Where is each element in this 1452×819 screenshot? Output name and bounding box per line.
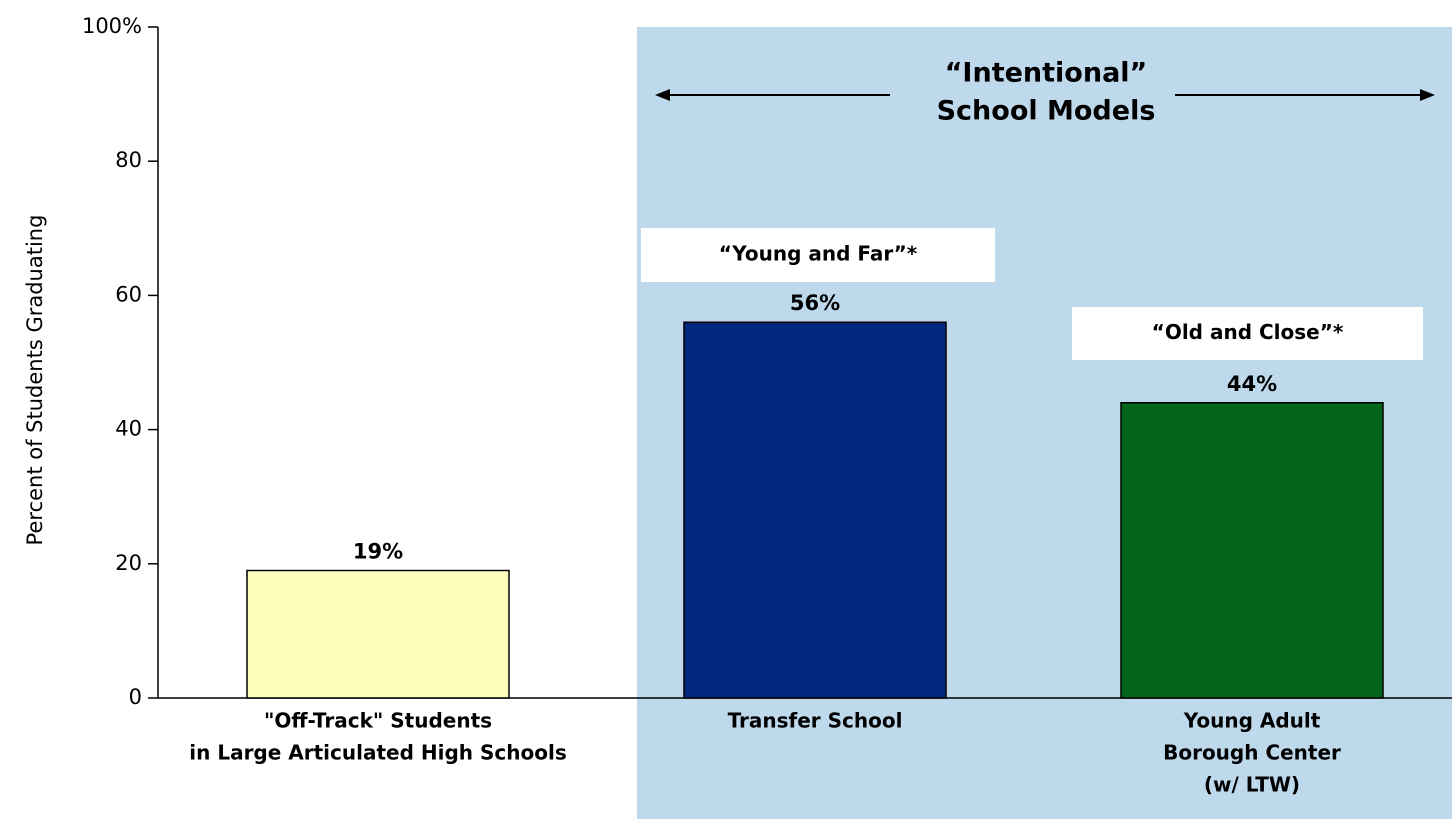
- value-label: 19%: [353, 540, 403, 564]
- x-tick-label: (w/ LTW): [1204, 773, 1300, 797]
- value-label: 44%: [1227, 372, 1277, 396]
- bar-note: “Old and Close”*: [1152, 320, 1344, 344]
- y-tick-label: 20: [115, 551, 142, 575]
- bar-note: “Young and Far”*: [719, 242, 918, 266]
- y-tick-label: 60: [115, 282, 142, 306]
- bar: [683, 321, 947, 699]
- y-tick-label: 40: [115, 417, 142, 441]
- x-tick-label: "Off-Track" Students: [264, 709, 492, 733]
- group-label: “Intentional”: [945, 58, 1148, 89]
- y-tick-label: 80: [115, 148, 142, 172]
- y-tick-label: 100%: [82, 14, 142, 38]
- x-tick-label: Young Adult: [1183, 709, 1321, 733]
- x-tick-label: in Large Articulated High Schools: [189, 741, 566, 765]
- bar: [246, 569, 510, 699]
- bar: [1120, 402, 1384, 699]
- note-box: [1072, 307, 1423, 360]
- y-tick-label: 0: [129, 685, 142, 709]
- x-tick-label: Borough Center: [1163, 741, 1341, 765]
- group-label: School Models: [937, 96, 1156, 127]
- x-tick-label: Transfer School: [728, 709, 903, 733]
- y-axis-label: Percent of Students Graduating: [23, 215, 47, 546]
- group-arrows: [655, 89, 1435, 101]
- note-box: [641, 228, 995, 282]
- value-label: 56%: [790, 291, 840, 315]
